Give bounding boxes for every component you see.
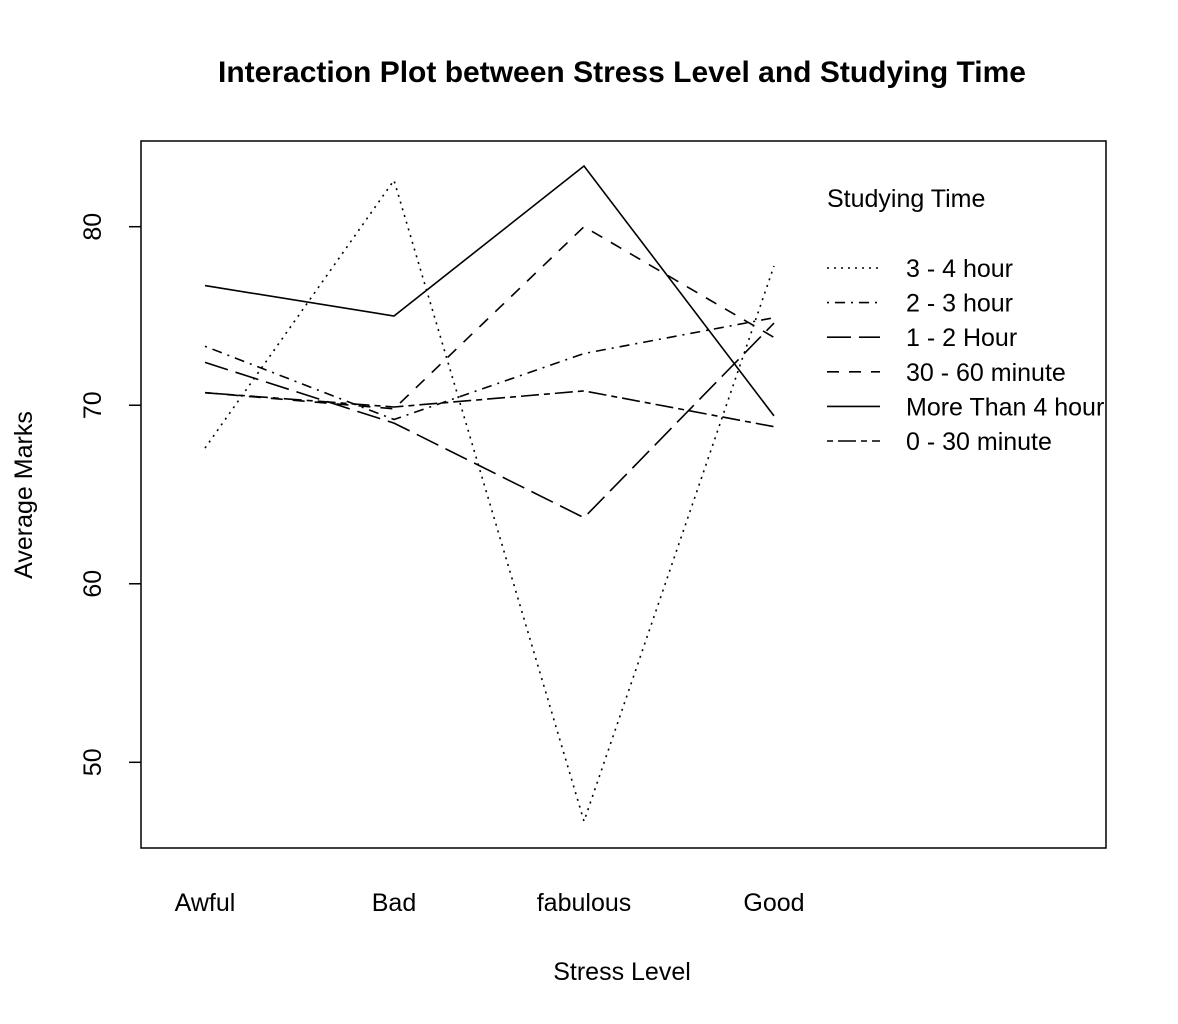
y-axis: 50 60 70 80 (79, 213, 141, 776)
legend: Studying Time 3 - 4 hour 2 - 3 hour 1 - 2 … (827, 185, 1104, 456)
series-line (204, 322, 775, 519)
y-tick-label: 80 (79, 213, 107, 241)
y-tick-label: 70 (79, 391, 107, 419)
legend-label: 1 - 2 Hour (906, 324, 1017, 352)
legend-label: More Than 4 hour (906, 393, 1104, 421)
x-axis-title: Stress Level (553, 958, 691, 986)
series-line (204, 225, 775, 410)
series-line (204, 390, 775, 428)
legend-label: 3 - 4 hour (906, 255, 1013, 283)
legend-label: 2 - 3 hour (906, 290, 1013, 318)
x-tick-label: Awful (175, 889, 236, 917)
legend-title: Studying Time (827, 185, 985, 213)
y-tick-label: 50 (79, 748, 107, 776)
chart-title: Interaction Plot between Stress Level an… (218, 56, 1026, 89)
legend-label: 0 - 30 minute (906, 428, 1052, 456)
x-axis-labels: Awful Bad fabulous Good (175, 889, 805, 917)
x-tick-label: Bad (372, 889, 416, 917)
series-line (204, 178, 775, 824)
x-tick-label: fabulous (537, 889, 632, 917)
legend-label: 30 - 60 minute (906, 359, 1066, 387)
plot-frame (140, 140, 1107, 849)
series-line (204, 164, 775, 417)
y-tick-label: 60 (79, 570, 107, 598)
x-tick-label: Good (743, 889, 804, 917)
series-lines (204, 164, 775, 824)
series-line (204, 316, 775, 421)
y-axis-title: Average Marks (10, 411, 38, 579)
